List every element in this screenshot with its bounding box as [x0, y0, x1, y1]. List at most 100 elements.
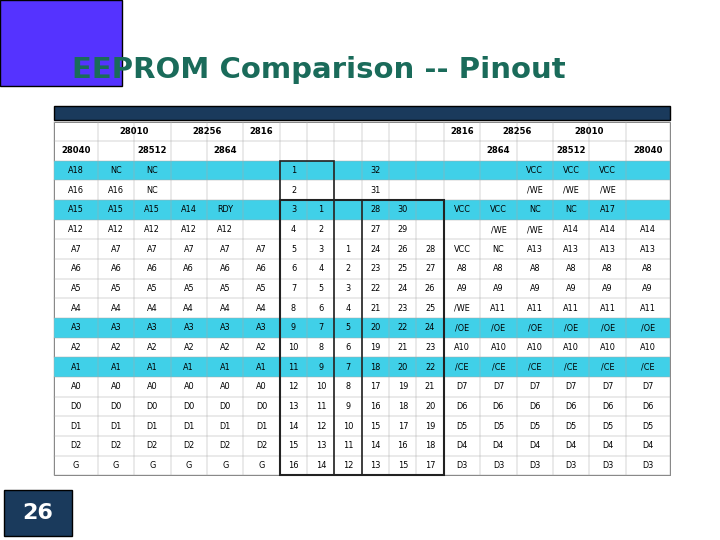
Text: 16: 16 — [288, 461, 299, 470]
Text: /OE: /OE — [455, 323, 469, 332]
Text: A13: A13 — [640, 245, 656, 254]
Text: 8: 8 — [346, 382, 351, 392]
Text: 5: 5 — [346, 323, 351, 332]
Text: 28010: 28010 — [120, 127, 149, 136]
Text: A7: A7 — [220, 245, 230, 254]
Text: A2: A2 — [256, 343, 267, 352]
Text: NC: NC — [146, 166, 158, 175]
Text: 23: 23 — [397, 303, 408, 313]
Text: 31: 31 — [370, 186, 381, 195]
Text: 3: 3 — [291, 205, 296, 214]
Text: 25: 25 — [397, 265, 408, 273]
Text: A5: A5 — [220, 284, 230, 293]
Text: A0: A0 — [71, 382, 81, 392]
Text: A5: A5 — [111, 284, 121, 293]
Text: 27: 27 — [370, 225, 381, 234]
Text: A1: A1 — [184, 363, 194, 372]
Text: D6: D6 — [456, 402, 468, 411]
Text: A6: A6 — [256, 265, 267, 273]
Text: A12: A12 — [217, 225, 233, 234]
Text: A11: A11 — [640, 303, 656, 313]
Text: 18: 18 — [425, 441, 436, 450]
Text: 19: 19 — [397, 382, 408, 392]
Text: A9: A9 — [566, 284, 577, 293]
Text: 14: 14 — [315, 461, 326, 470]
Text: D2: D2 — [110, 441, 122, 450]
Text: 32: 32 — [370, 166, 381, 175]
Text: D3: D3 — [529, 461, 541, 470]
Text: 21: 21 — [397, 343, 408, 352]
Text: 9: 9 — [318, 363, 323, 372]
Text: VCC: VCC — [563, 166, 580, 175]
Text: D7: D7 — [566, 382, 577, 392]
Text: NC: NC — [492, 245, 504, 254]
Text: D5: D5 — [529, 422, 541, 430]
Text: A1: A1 — [111, 363, 121, 372]
Text: D6: D6 — [492, 402, 504, 411]
Text: NC: NC — [565, 205, 577, 214]
Text: D4: D4 — [529, 441, 541, 450]
Text: D3: D3 — [456, 461, 467, 470]
Text: 2864: 2864 — [487, 146, 510, 156]
Text: 22: 22 — [425, 363, 435, 372]
Text: 20: 20 — [425, 402, 435, 411]
Text: 15: 15 — [397, 461, 408, 470]
Text: 1: 1 — [291, 166, 296, 175]
Text: /WE: /WE — [600, 186, 616, 195]
Text: A10: A10 — [454, 343, 470, 352]
Text: A14: A14 — [640, 225, 656, 234]
Text: VCC: VCC — [490, 205, 507, 214]
Text: A7: A7 — [111, 245, 121, 254]
Text: A3: A3 — [184, 323, 194, 332]
Text: D4: D4 — [456, 441, 468, 450]
Text: A15: A15 — [145, 205, 161, 214]
Text: A11: A11 — [490, 303, 506, 313]
Text: NC: NC — [110, 166, 122, 175]
Text: 11: 11 — [343, 441, 354, 450]
Text: VCC: VCC — [599, 166, 616, 175]
Text: 11: 11 — [315, 402, 326, 411]
Text: 10: 10 — [315, 382, 326, 392]
Text: A11: A11 — [600, 303, 616, 313]
Text: D3: D3 — [492, 461, 504, 470]
Text: A14: A14 — [181, 205, 197, 214]
Text: A10: A10 — [563, 343, 579, 352]
Text: 15: 15 — [288, 441, 299, 450]
Text: 9: 9 — [291, 323, 296, 332]
Text: 22: 22 — [397, 323, 408, 332]
Text: D3: D3 — [566, 461, 577, 470]
Text: /CE: /CE — [455, 363, 469, 372]
Text: 12: 12 — [343, 461, 354, 470]
Text: 24: 24 — [397, 284, 408, 293]
Text: D5: D5 — [566, 422, 577, 430]
Text: 26: 26 — [22, 503, 53, 523]
Text: A3: A3 — [71, 323, 81, 332]
Text: 28512: 28512 — [138, 146, 167, 156]
Text: A8: A8 — [566, 265, 577, 273]
Text: A11: A11 — [563, 303, 580, 313]
Text: A0: A0 — [184, 382, 194, 392]
Text: A7: A7 — [256, 245, 267, 254]
Text: 2864: 2864 — [213, 146, 237, 156]
Text: D2: D2 — [220, 441, 231, 450]
Text: A9: A9 — [456, 284, 467, 293]
Text: 13: 13 — [288, 402, 299, 411]
Text: 2: 2 — [346, 265, 351, 273]
Text: /CE: /CE — [492, 363, 505, 372]
Text: 2: 2 — [291, 186, 296, 195]
Text: /WE: /WE — [527, 225, 543, 234]
Text: 24: 24 — [425, 323, 436, 332]
Text: 3: 3 — [346, 284, 351, 293]
Text: 23: 23 — [370, 265, 381, 273]
Text: 20: 20 — [370, 323, 381, 332]
Text: G: G — [258, 461, 265, 470]
Text: 6: 6 — [291, 265, 296, 273]
Text: A6: A6 — [111, 265, 121, 273]
Text: /CE: /CE — [641, 363, 654, 372]
Text: 19: 19 — [370, 343, 381, 352]
Text: /CE: /CE — [528, 363, 541, 372]
Text: A9: A9 — [529, 284, 540, 293]
Text: D1: D1 — [256, 422, 267, 430]
Text: A8: A8 — [642, 265, 653, 273]
Text: 15: 15 — [370, 422, 381, 430]
